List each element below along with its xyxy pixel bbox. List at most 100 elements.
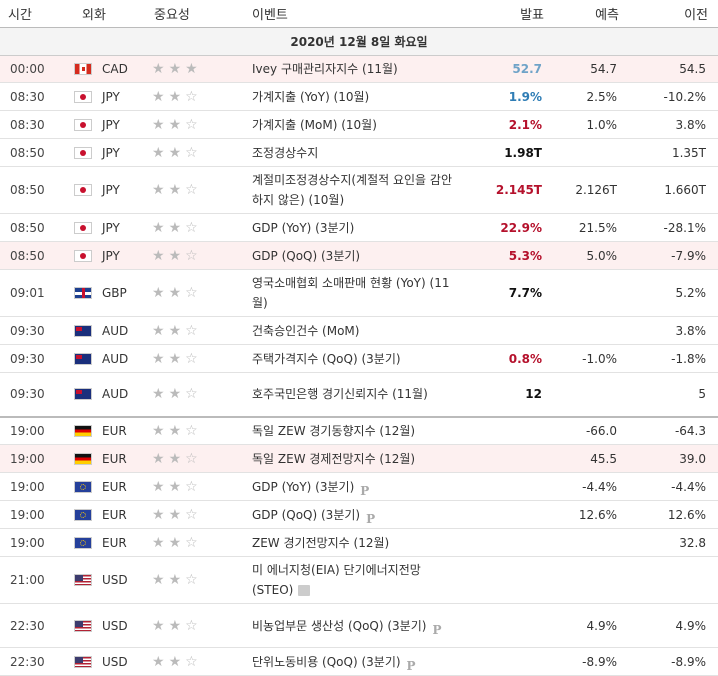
usa-flag-icon [74, 619, 92, 632]
table-row[interactable]: 09:30 AUD ★★☆ 호주국민은행 경기신뢰지수 (11월) 12 5 [0, 372, 718, 417]
event-name-text[interactable]: 주택가격지수 (QoQ) (3분기) [252, 351, 401, 366]
table-row[interactable]: 19:00 EUR ★★☆ ZEW 경기전망지수 (12월) 32.8 [0, 528, 718, 557]
table-row[interactable]: 22:30 USD ★★☆ 비농업부문 생산성 (QoQ) (3분기) P 4.9% 4.9… [0, 603, 718, 648]
event-name[interactable]: GDP (YoY) (3분기) P [244, 472, 460, 501]
preliminary-icon[interactable]: P [366, 512, 376, 526]
event-name[interactable]: 독일 ZEW 경기동향지수 (12월) [244, 415, 460, 445]
table-row[interactable]: 00:00 CAD ★★★ Ivey 구매관리자지수 (11월) 52.7 54.7 54.… [0, 55, 718, 83]
event-name-text[interactable]: 조정경상수지 [252, 145, 319, 160]
previous-value: -4.4% [629, 472, 718, 501]
header-importance[interactable]: 중요성 [146, 0, 244, 28]
event-time: 08:50 [0, 241, 74, 270]
star-filled-icon: ★ [152, 450, 169, 467]
event-name-text[interactable]: 독일 ZEW 경제전망지수 (12월) [252, 451, 416, 466]
event-name-text[interactable]: GDP (QoQ) (3분기) [252, 507, 361, 522]
event-name-text[interactable]: 계절미조정경상수지(계절적 요인을 감안하지 않은) (10월) [252, 173, 452, 207]
event-name[interactable]: GDP (QoQ) (3분기) P [244, 500, 460, 529]
event-name-text[interactable]: GDP (YoY) (3분기) [252, 220, 355, 235]
star-filled-icon: ★ [168, 478, 186, 495]
header-previous[interactable]: 이전 [629, 0, 718, 28]
event-currency: USD [74, 556, 146, 604]
table-row[interactable]: 22:30 USD ★★☆ 단위노동비용 (QoQ) (3분기) P -8.9% -8.9% [0, 647, 718, 676]
table-row[interactable]: 19:00 EUR ★★☆ GDP (YoY) (3분기) P -4.4% -4.4% [0, 472, 718, 501]
event-name-text[interactable]: 독일 ZEW 경기동향지수 (12월) [252, 423, 416, 438]
previous-value: 12.6% [629, 500, 718, 529]
event-name-text[interactable]: GDP (QoQ) (3분기) [252, 248, 361, 263]
table-row[interactable]: 19:00 EUR ★★☆ 독일 ZEW 경제전망지수 (12월) 45.5 39.0 [0, 444, 718, 473]
table-row[interactable]: 19:00 EUR ★★☆ GDP (QoQ) (3분기) P 12.6% 12.6% [0, 500, 718, 529]
event-name-text[interactable]: ZEW 경기전망지수 (12월) [252, 535, 390, 550]
importance-stars: ★★☆ [146, 500, 244, 529]
event-name[interactable]: 단위노동비용 (QoQ) (3분기) P [244, 647, 460, 676]
event-name-text[interactable]: 단위노동비용 (QoQ) (3분기) [252, 654, 401, 669]
event-currency: JPY [74, 138, 146, 167]
event-currency: JPY [74, 213, 146, 242]
star-filled-icon: ★ [152, 478, 169, 495]
previous-value: 3.8% [629, 316, 718, 345]
table-row[interactable]: 08:50 JPY ★★☆ 조정경상수지 1.98T 1.35T [0, 138, 718, 167]
star-empty-icon: ☆ [185, 322, 202, 339]
event-name[interactable]: 가계지출 (YoY) (10월) [244, 82, 460, 111]
event-name[interactable]: 조정경상수지 [244, 138, 460, 167]
header-currency[interactable]: 외화 [74, 0, 146, 28]
forecast-value: -4.4% [554, 472, 629, 501]
table-row[interactable]: 08:50 JPY ★★☆ 계절미조정경상수지(계절적 요인을 감안하지 않은) (1… [0, 166, 718, 214]
header-event[interactable]: 이벤트 [244, 0, 460, 28]
star-filled-icon: ★ [152, 182, 169, 198]
header-actual[interactable]: 발표 [460, 0, 554, 28]
event-name-text[interactable]: Ivey 구매관리자지수 (11월) [252, 62, 398, 76]
table-row[interactable]: 08:50 JPY ★★☆ GDP (QoQ) (3분기) 5.3% 5.0% -7.9% [0, 241, 718, 270]
forecast-value [554, 556, 629, 604]
japan-flag-icon [74, 146, 92, 159]
importance-stars: ★★☆ [146, 110, 244, 139]
event-name-text[interactable]: GDP (YoY) (3분기) [252, 479, 355, 494]
table-row[interactable]: 08:50 JPY ★★☆ GDP (YoY) (3분기) 22.9% 21.5% -28.… [0, 213, 718, 242]
event-name[interactable]: 주택가격지수 (QoQ) (3분기) [244, 344, 460, 373]
event-name-text[interactable]: 영국소매협회 소매판매 현황 (YoY) (11월) [252, 276, 450, 310]
event-name[interactable]: GDP (QoQ) (3분기) [244, 241, 460, 270]
star-filled-icon: ★ [168, 572, 186, 588]
event-name[interactable]: 호주국민은행 경기신뢰지수 (11월) [244, 372, 460, 417]
event-name-text[interactable]: 가계지출 (YoY) (10월) [252, 89, 370, 104]
table-row[interactable]: 08:30 JPY ★★☆ 가계지출 (YoY) (10월) 1.9% 2.5% -10.2… [0, 82, 718, 111]
preliminary-icon[interactable]: P [432, 623, 442, 637]
event-time: 22:30 [0, 603, 74, 648]
star-filled-icon: ★ [168, 506, 186, 523]
event-name[interactable]: 건축승인건수 (MoM) [244, 316, 460, 345]
preliminary-icon[interactable]: P [360, 484, 370, 498]
table-row[interactable]: 09:30 AUD ★★☆ 건축승인건수 (MoM) 3.8% [0, 316, 718, 345]
event-name-text[interactable]: 가계지출 (MoM) (10월) [252, 117, 377, 132]
event-time: 22:30 [0, 647, 74, 676]
table-row[interactable]: 09:30 AUD ★★☆ 주택가격지수 (QoQ) (3분기) 0.8% -1.0% -1… [0, 344, 718, 373]
header-time[interactable]: 시간 [0, 0, 74, 28]
preliminary-icon[interactable]: P [406, 659, 416, 673]
star-filled-icon: ★ [168, 88, 186, 105]
event-name[interactable]: 미 에너지청(EIA) 단기에너지전망 (STEO) [244, 556, 460, 604]
importance-stars: ★★☆ [146, 372, 244, 417]
event-name-text[interactable]: 호주국민은행 경기신뢰지수 (11월) [252, 387, 428, 402]
event-name[interactable]: 영국소매협회 소매판매 현황 (YoY) (11월) [244, 269, 460, 317]
australia-flag-icon [74, 352, 92, 365]
star-filled-icon: ★ [168, 450, 186, 467]
event-name[interactable]: 비농업부문 생산성 (QoQ) (3분기) P [244, 603, 460, 648]
event-name[interactable]: 계절미조정경상수지(계절적 요인을 감안하지 않은) (10월) [244, 166, 460, 214]
table-row[interactable]: 08:30 JPY ★★☆ 가계지출 (MoM) (10월) 2.1% 1.0% 3.8% [0, 110, 718, 139]
event-name[interactable]: 독일 ZEW 경제전망지수 (12월) [244, 444, 460, 473]
header-forecast[interactable]: 예측 [554, 0, 629, 28]
event-name-text[interactable]: 비농업부문 생산성 (QoQ) (3분기) [252, 618, 427, 633]
event-name[interactable]: GDP (YoY) (3분기) [244, 213, 460, 242]
report-icon[interactable] [298, 585, 311, 596]
event-name[interactable]: Ivey 구매관리자지수 (11월) [244, 55, 460, 83]
event-name-text[interactable]: 미 에너지청(EIA) 단기에너지전망 (STEO) [252, 563, 421, 597]
table-row[interactable]: 09:01 GBP ★★☆ 영국소매협회 소매판매 현황 (YoY) (11월) 7.7… [0, 269, 718, 317]
star-filled-icon: ★ [168, 386, 186, 403]
importance-stars: ★★☆ [146, 241, 244, 270]
star-filled-icon: ★ [152, 506, 169, 523]
event-name[interactable]: ZEW 경기전망지수 (12월) [244, 528, 460, 557]
event-currency: USD [74, 603, 146, 648]
table-row[interactable]: 19:00 EUR ★★☆ 독일 ZEW 경기동향지수 (12월) -66.0 -64.3 [0, 415, 718, 445]
table-row[interactable]: 21:00 USD ★★☆ 미 에너지청(EIA) 단기에너지전망 (STEO) [0, 556, 718, 604]
event-name-text[interactable]: 건축승인건수 (MoM) [252, 323, 360, 338]
event-name[interactable]: 가계지출 (MoM) (10월) [244, 110, 460, 139]
